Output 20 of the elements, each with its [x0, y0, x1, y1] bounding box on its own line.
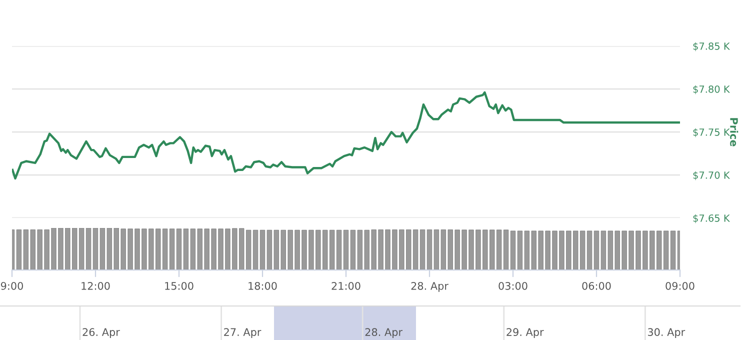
x-tick-label: 28. Apr [411, 282, 448, 292]
y-tick-label: $7.85 K [693, 42, 730, 52]
y-tick-label: $7.75 K [693, 128, 730, 138]
x-tick-label: 09:00 [666, 282, 694, 290]
y-tick-label: $7.70 K [693, 171, 730, 180]
x-tick-label: 06:00 [582, 282, 611, 290]
y-tick-label: $7.80 K [693, 85, 730, 94]
text: 29. Apr [506, 328, 544, 338]
x-tick-label: 15:00 [165, 282, 194, 290]
x-tick-label: 9:00 [0, 282, 24, 290]
text: 27. Apr [224, 328, 262, 338]
y-axis-title: Price [730, 118, 738, 146]
text: 28. Apr [365, 328, 402, 338]
x-tick-label: 21:00 [332, 282, 360, 290]
x-tick-label: 12:00 [82, 282, 110, 290]
text: 30. Apr [648, 328, 686, 338]
x-tick-label: 18:00 [248, 282, 277, 290]
x-tick-label: 03:00 [498, 282, 528, 290]
y-tick-label: $7.65 K [693, 214, 730, 224]
text: 26. Apr [82, 328, 120, 338]
